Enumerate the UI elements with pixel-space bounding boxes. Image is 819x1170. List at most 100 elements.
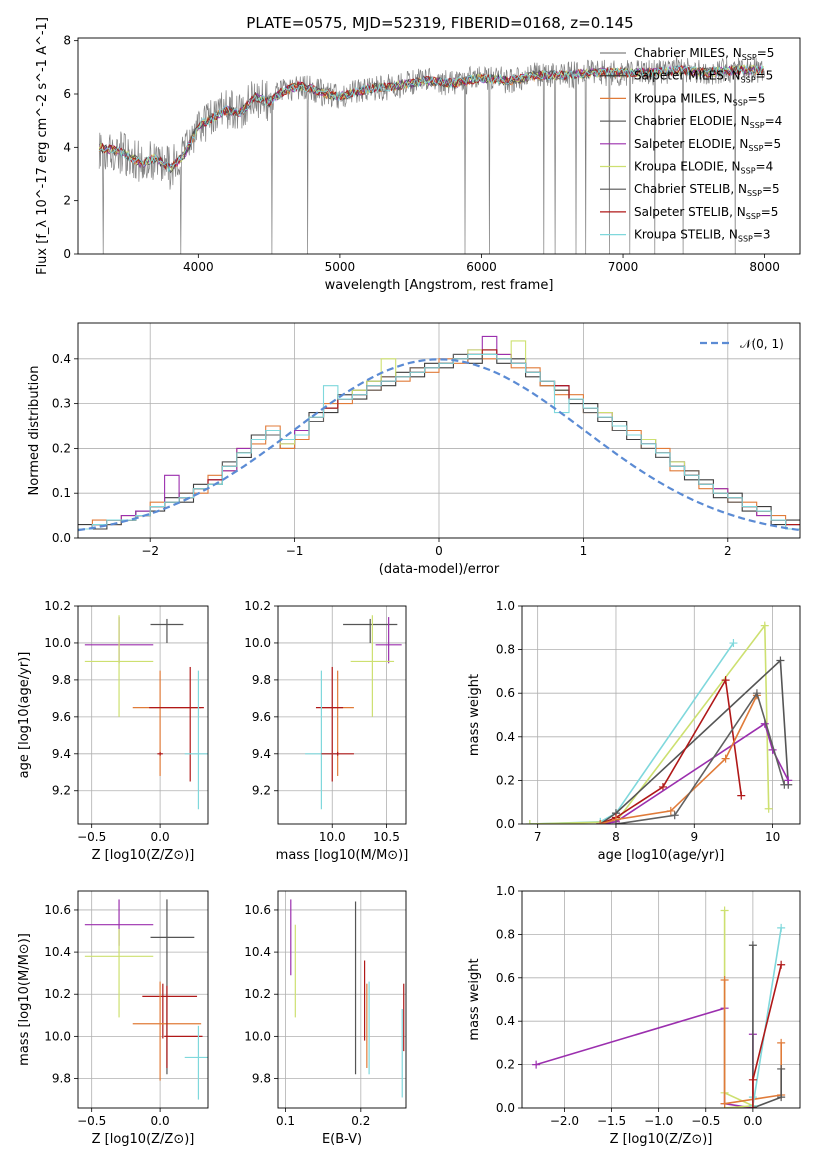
y-tick-label: 0.6	[496, 686, 515, 700]
weight-marker	[729, 639, 738, 648]
panel-0: 4000 5000 6000 7000 8000 0 2 4 6 8 wavelength [Ang…	[35, 17, 801, 293]
y-tick-label: 9.6	[52, 710, 71, 724]
y-tick-label: 1.0	[496, 884, 515, 898]
axes-frame	[521, 605, 801, 825]
x-axis-label: Z [log10(Z/Z⊙)]	[92, 1132, 195, 1147]
plot-area	[522, 891, 800, 1108]
weight-marker	[721, 676, 730, 685]
weight-marker	[764, 804, 773, 813]
x-axis-label: Z [log10(Z/Z⊙)]	[92, 848, 195, 863]
x-tick-label: 0.0	[151, 1114, 170, 1128]
y-tick-label: 10.2	[44, 987, 71, 1001]
y-tick-label: 10.2	[244, 599, 271, 613]
x-tick-label: −2.0	[550, 1114, 579, 1128]
plot-area	[278, 606, 406, 824]
weight-marker	[776, 656, 785, 665]
weight-marker	[780, 780, 789, 789]
x-tick-label: 10	[765, 830, 780, 844]
y-tick-label: 10.4	[244, 945, 271, 959]
weight-marker	[525, 820, 534, 824]
weight-marker	[596, 820, 605, 824]
weight-marker	[784, 776, 793, 785]
y-tick-label: 10.0	[244, 1029, 271, 1043]
x-tick-label: 0.0	[151, 830, 170, 844]
x-tick-label: 0.1	[276, 1114, 295, 1128]
plot-area	[522, 606, 800, 824]
y-tick-label: 10.2	[244, 987, 271, 1001]
x-tick-label: −1.5	[597, 1114, 626, 1128]
y-tick-label: 0	[63, 247, 71, 261]
y-tick-label: 1.0	[496, 599, 515, 613]
y-tick-label: 0.6	[496, 971, 515, 985]
y-tick-label: 9.4	[52, 747, 71, 761]
x-tick-label: 10.0	[319, 830, 346, 844]
x-tick-label: 6000	[466, 260, 497, 274]
y-tick-label: 9.2	[52, 784, 71, 798]
y-tick-label: 9.8	[252, 673, 271, 687]
x-tick-label: −2	[141, 544, 159, 558]
legend-entry: Salpeter ELODIE, NSSP=5	[634, 137, 781, 153]
y-tick-label: 0.0	[496, 817, 515, 831]
weight-series	[752, 964, 782, 1108]
y-tick-label: 10.0	[244, 636, 271, 650]
y-tick-label: 9.2	[252, 784, 271, 798]
weight-marker	[748, 941, 757, 950]
weight-marker	[670, 811, 679, 820]
x-axis-label: mass [log10(M/M⊙)]	[276, 848, 409, 863]
weight-series	[723, 910, 757, 1108]
weight-series	[529, 623, 770, 824]
weight-series	[599, 658, 790, 824]
y-tick-label: 9.8	[52, 673, 71, 687]
y-tick-label: 0.2	[496, 1058, 515, 1072]
weight-series	[752, 945, 783, 1108]
legend-entry: Salpeter STELIB, NSSP=5	[634, 205, 778, 221]
x-axis-label: (data-model)/error	[379, 562, 500, 577]
y-tick-label: 10.4	[44, 945, 71, 959]
y-axis-label: mass weight	[467, 958, 482, 1040]
y-axis-label: mass [log10(M/M⊙)]	[17, 933, 32, 1066]
spectrum-data	[98, 57, 765, 254]
x-tick-label: 0	[435, 544, 443, 558]
legend: Chabrier MILES, NSSP=5 Salpeter MILES, NS…	[600, 46, 782, 244]
y-tick-label: 0.4	[496, 730, 515, 744]
legend-entry: Chabrier MILES, NSSP=5	[634, 46, 774, 62]
x-axis-label: wavelength [Angstrom, rest frame]	[325, 278, 554, 293]
y-tick-label: 0.4	[496, 1014, 515, 1028]
legend-entry: Salpeter MILES, NSSP=5	[634, 69, 773, 85]
legend-entry: Kroupa STELIB, NSSP=3	[634, 228, 771, 244]
panel-7: −2.0 −1.5 −1.0 −0.5 0.0 0.0 0.2 0.4 0.6 0.8 1.0 Z […	[467, 884, 801, 1147]
x-tick-label: −0.5	[77, 830, 106, 844]
weight-marker	[777, 1093, 786, 1102]
legend-entry: Kroupa ELODIE, NSSP=4	[634, 160, 773, 176]
weight-marker	[720, 906, 729, 915]
y-tick-label: 8	[63, 34, 71, 48]
axes-frame	[77, 322, 801, 539]
x-tick-label: −1	[286, 544, 304, 558]
chart-root: 4000 5000 6000 7000 8000 0 2 4 6 8 wavelength [Ang…	[17, 17, 801, 1147]
x-tick-label: 4000	[183, 260, 214, 274]
weight-series	[752, 927, 782, 1106]
x-tick-label: 8000	[749, 260, 780, 274]
y-tick-label: 10.6	[244, 903, 271, 917]
legend-entry: 𝒩(0, 1)	[740, 337, 784, 351]
weight-marker	[720, 1099, 729, 1108]
x-tick-label: 0.0	[743, 1114, 762, 1128]
x-tick-label: −0.5	[691, 1114, 720, 1128]
x-axis-label: E(B-V)	[322, 1132, 362, 1147]
y-tick-label: 0.2	[496, 773, 515, 787]
y-tick-label: 9.4	[252, 747, 271, 761]
axes-frame	[77, 890, 209, 1109]
y-tick-label: 9.8	[252, 1072, 271, 1086]
axes-frame	[77, 605, 209, 825]
weight-marker	[737, 791, 746, 800]
weight-marker	[532, 1060, 541, 1069]
panel-1: −2 −1 0 1 2 0.0 0.1 0.2 0.3 0.4 (data-model)/error…	[27, 322, 801, 577]
weight-series	[599, 677, 743, 824]
x-tick-label: 2	[724, 544, 732, 558]
weight-marker	[658, 782, 667, 791]
panel-2: −0.5 0.0 9.2 9.4 9.6 9.8 10.0 10.2 Z [log10(Z/Z⊙…	[17, 599, 209, 863]
x-tick-label: 0.2	[351, 1114, 370, 1128]
weight-marker	[752, 689, 761, 698]
y-tick-label: 9.8	[52, 1072, 71, 1086]
